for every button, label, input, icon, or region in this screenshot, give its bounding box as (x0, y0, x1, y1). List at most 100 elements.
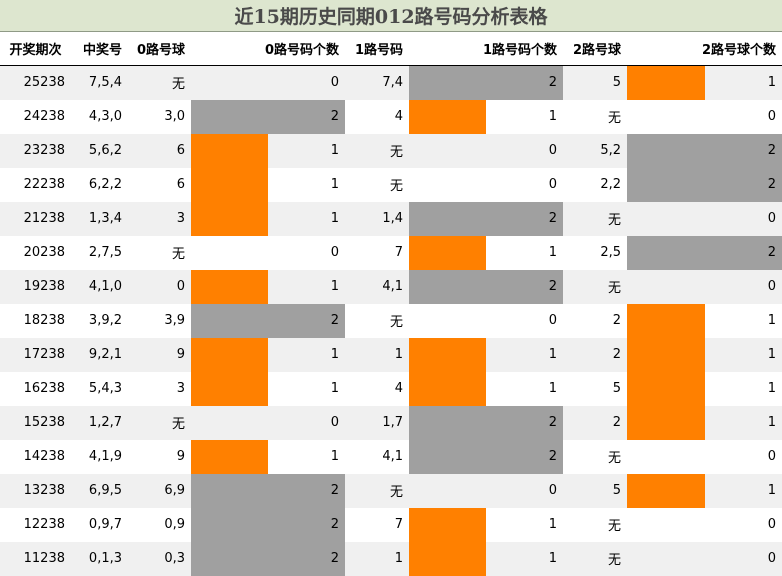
count-bar (409, 65, 563, 100)
route0-balls-cell: 0 (128, 269, 191, 304)
route1-count-cell: 2 (409, 439, 563, 474)
issue-cell: 22238 (0, 167, 71, 202)
numbers-cell: 2,7,5 (71, 235, 128, 270)
route2-balls-cell: 无 (563, 99, 627, 134)
table-row: 15238 1,2,7 无 0 1,7 2 2 1 (0, 405, 782, 440)
count-value: 0 (767, 109, 776, 124)
count-value: 2 (767, 143, 776, 158)
route2-count-cell: 2 (627, 167, 782, 202)
route1-balls-cell: 4 (345, 99, 409, 134)
count-value: 1 (548, 517, 557, 532)
count-value: 1 (767, 75, 776, 90)
count-bar (409, 99, 486, 134)
route1-balls-cell: 1 (345, 541, 409, 576)
count-value: 1 (767, 347, 776, 362)
count-bar (409, 405, 563, 440)
route0-count-cell: 1 (191, 269, 345, 304)
count-value: 1 (767, 415, 776, 430)
route2-count-cell: 1 (627, 65, 782, 100)
header-route1-count: 1路号码个数 (409, 32, 563, 66)
header-route2-balls: 2路号球 (563, 32, 627, 66)
count-bar (627, 405, 705, 440)
route0-count-cell: 0 (191, 235, 345, 270)
route0-balls-cell: 无 (128, 405, 191, 440)
route1-balls-cell: 1 (345, 337, 409, 372)
route2-balls-cell: 无 (563, 201, 627, 236)
table-row: 13238 6,9,5 6,9 2 无 0 5 1 (0, 473, 782, 508)
analysis-table: 开奖期次 中奖号 0路号球 0路号码个数 1路号码 1路号码个数 2路号球 2路号球个数 25… (0, 32, 782, 576)
count-value: 2 (330, 109, 339, 124)
issue-cell: 13238 (0, 473, 71, 508)
table-body: 25238 7,5,4 无 0 7,4 2 5 1 24238 4,3,0 3,0 2 4 1 无 0 2323… (0, 65, 782, 576)
route0-count-cell: 1 (191, 167, 345, 202)
count-value: 0 (548, 313, 557, 328)
route1-balls-cell: 7 (345, 235, 409, 270)
route2-balls-cell: 无 (563, 269, 627, 304)
count-value: 1 (330, 211, 339, 226)
numbers-cell: 4,1,0 (71, 269, 128, 304)
count-bar (627, 133, 782, 168)
count-value: 0 (767, 517, 776, 532)
page-title: 近15期历史同期012路号码分析表格 (0, 0, 782, 32)
numbers-cell: 4,1,9 (71, 439, 128, 474)
issue-cell: 25238 (0, 65, 71, 100)
route0-balls-cell: 6 (128, 133, 191, 168)
route1-count-cell: 0 (409, 167, 563, 202)
table-row: 20238 2,7,5 无 0 7 1 2,5 2 (0, 235, 782, 270)
route2-count-cell: 2 (627, 235, 782, 270)
count-bar (191, 371, 268, 406)
table-row: 25238 7,5,4 无 0 7,4 2 5 1 (0, 65, 782, 100)
count-bar (409, 541, 486, 576)
numbers-cell: 5,6,2 (71, 133, 128, 168)
count-value: 1 (767, 313, 776, 328)
numbers-cell: 5,4,3 (71, 371, 128, 406)
route2-balls-cell: 2,5 (563, 235, 627, 270)
table-row: 22238 6,2,2 6 1 无 0 2,2 2 (0, 167, 782, 202)
route0-balls-cell: 6,9 (128, 473, 191, 508)
route0-balls-cell: 3 (128, 201, 191, 236)
numbers-cell: 9,2,1 (71, 337, 128, 372)
header-route2-count: 2路号球个数 (627, 32, 782, 66)
count-value: 0 (767, 449, 776, 464)
issue-cell: 20238 (0, 235, 71, 270)
route2-count-cell: 1 (627, 371, 782, 406)
count-value: 1 (548, 245, 557, 260)
route1-count-cell: 1 (409, 235, 563, 270)
issue-cell: 15238 (0, 405, 71, 440)
route0-count-cell: 2 (191, 473, 345, 508)
table-row: 17238 9,2,1 9 1 1 1 2 1 (0, 337, 782, 372)
route0-count-cell: 1 (191, 133, 345, 168)
count-value: 2 (548, 449, 557, 464)
header-row: 开奖期次 中奖号 0路号球 0路号码个数 1路号码 1路号码个数 2路号球 2路号球个数 (0, 32, 782, 66)
count-bar (409, 439, 563, 474)
count-bar (191, 439, 268, 474)
count-value: 2 (330, 483, 339, 498)
route1-balls-cell: 无 (345, 303, 409, 338)
route0-balls-cell: 0,3 (128, 541, 191, 576)
route0-count-cell: 2 (191, 541, 345, 576)
issue-cell: 17238 (0, 337, 71, 372)
route2-count-cell: 0 (627, 541, 782, 576)
table-row: 12238 0,9,7 0,9 2 7 1 无 0 (0, 507, 782, 542)
route1-balls-cell: 7,4 (345, 65, 409, 100)
issue-cell: 16238 (0, 371, 71, 406)
route2-balls-cell: 2 (563, 337, 627, 372)
route1-count-cell: 0 (409, 303, 563, 338)
issue-cell: 12238 (0, 507, 71, 542)
table-row: 11238 0,1,3 0,3 2 1 1 无 0 (0, 541, 782, 576)
count-value: 0 (330, 415, 339, 430)
count-value: 2 (330, 551, 339, 566)
route2-count-cell: 1 (627, 337, 782, 372)
issue-cell: 19238 (0, 269, 71, 304)
route0-count-cell: 0 (191, 405, 345, 440)
count-value: 1 (548, 381, 557, 396)
route1-count-cell: 0 (409, 473, 563, 508)
numbers-cell: 6,9,5 (71, 473, 128, 508)
numbers-cell: 0,9,7 (71, 507, 128, 542)
route2-count-cell: 0 (627, 507, 782, 542)
route0-balls-cell: 无 (128, 235, 191, 270)
route2-balls-cell: 5 (563, 65, 627, 100)
route0-balls-cell: 9 (128, 439, 191, 474)
count-bar (409, 371, 486, 406)
table-row: 18238 3,9,2 3,9 2 无 0 2 1 (0, 303, 782, 338)
